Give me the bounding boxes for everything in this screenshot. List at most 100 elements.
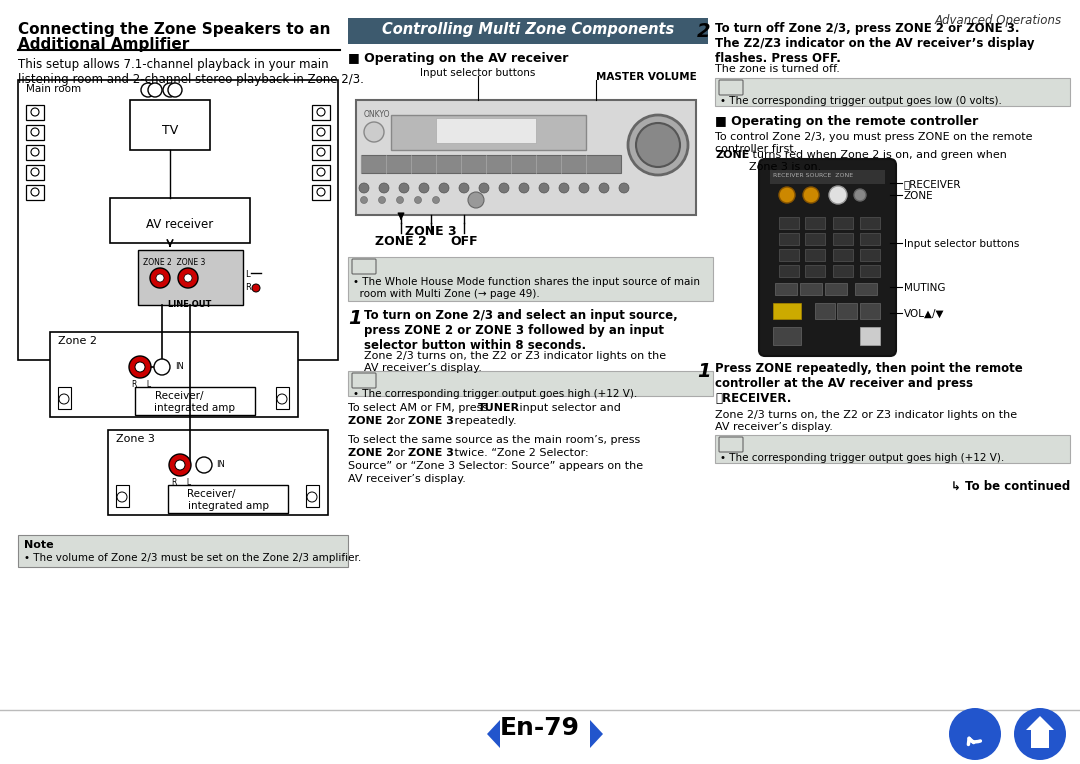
Bar	[348, 371, 713, 396]
Bar	[779, 265, 799, 277]
Circle shape	[579, 183, 589, 193]
Circle shape	[438, 183, 449, 193]
Text: RECEIVER SOURCE  ZONE: RECEIVER SOURCE ZONE	[773, 173, 853, 178]
Circle shape	[396, 196, 404, 203]
Text: ZONE 2: ZONE 2	[348, 416, 394, 426]
Text: Main room: Main room	[26, 84, 81, 94]
Circle shape	[175, 460, 185, 470]
Bar	[138, 250, 243, 305]
Polygon shape	[1026, 716, 1054, 748]
Circle shape	[148, 83, 162, 97]
Bar	[860, 233, 880, 245]
Bar	[26, 145, 44, 160]
Text: Press ZONE repeatedly, then point the remote
controller at the AV receiver and p: Press ZONE repeatedly, then point the re…	[715, 362, 1023, 405]
Circle shape	[31, 168, 39, 176]
Bar	[860, 327, 880, 345]
Text: Tip: Tip	[723, 440, 741, 450]
Bar	[779, 217, 799, 229]
Text: ZONE: ZONE	[715, 150, 750, 160]
Text: Zone 2: Zone 2	[58, 336, 97, 346]
Circle shape	[459, 183, 469, 193]
Bar	[361, 155, 621, 173]
Circle shape	[195, 457, 212, 473]
Bar	[276, 387, 289, 409]
Circle shape	[359, 183, 369, 193]
Bar	[805, 249, 825, 261]
Text: L: L	[245, 270, 249, 279]
Circle shape	[468, 192, 484, 208]
Bar	[26, 185, 44, 200]
Text: Connecting the Zone Speakers to an: Connecting the Zone Speakers to an	[18, 22, 330, 37]
Bar	[26, 165, 44, 180]
Circle shape	[31, 148, 39, 156]
Text: En-79: En-79	[500, 716, 580, 740]
Circle shape	[178, 268, 198, 288]
Text: Additional Amplifier: Additional Amplifier	[18, 37, 189, 52]
Text: Note: Note	[24, 540, 54, 550]
Bar	[26, 125, 44, 140]
Text: To select AM or FM, press: To select AM or FM, press	[348, 403, 491, 413]
Bar	[312, 165, 330, 180]
Bar	[860, 265, 880, 277]
Circle shape	[168, 454, 191, 476]
Text: repeatedly.: repeatedly.	[451, 416, 516, 426]
Text: AV receiver’s display.: AV receiver’s display.	[348, 474, 465, 484]
Text: ↳ To be continued: ↳ To be continued	[950, 480, 1070, 493]
Circle shape	[829, 186, 847, 204]
Text: IN: IN	[175, 362, 184, 371]
Bar	[860, 217, 880, 229]
Text: • The volume of Zone 2/3 must be set on the Zone 2/3 amplifier.: • The volume of Zone 2/3 must be set on …	[24, 553, 361, 563]
Circle shape	[156, 274, 164, 282]
Text: To turn off Zone 2/3, press ZONE 2 or ZONE 3.
The Z2/Z3 indicator on the AV rece: To turn off Zone 2/3, press ZONE 2 or ZO…	[715, 22, 1035, 65]
Bar	[815, 303, 835, 319]
Text: VOL▲/▼: VOL▲/▼	[904, 309, 945, 319]
Text: R    L: R L	[132, 380, 151, 389]
Bar	[130, 100, 210, 150]
Circle shape	[619, 183, 629, 193]
Text: LINE OUT: LINE OUT	[168, 300, 212, 309]
Text: • The corresponding trigger output goes low (0 volts).: • The corresponding trigger output goes …	[720, 96, 1002, 106]
Text: ZONE 3: ZONE 3	[408, 416, 454, 426]
FancyBboxPatch shape	[759, 159, 896, 356]
Bar	[356, 100, 696, 215]
Text: R    L: R L	[172, 478, 191, 487]
Text: • The corresponding trigger output goes high (+12 V).: • The corresponding trigger output goes …	[353, 389, 637, 399]
Bar	[108, 430, 328, 515]
FancyBboxPatch shape	[352, 373, 376, 388]
Text: MASTER VOLUME: MASTER VOLUME	[596, 72, 697, 82]
Text: Receiver/
integrated amp: Receiver/ integrated amp	[154, 391, 235, 413]
Bar	[312, 105, 330, 120]
Text: turns red when Zone 2 is on, and green when
Zone 3 is on.: turns red when Zone 2 is on, and green w…	[750, 150, 1007, 172]
Text: Input selector buttons: Input selector buttons	[420, 68, 536, 78]
Circle shape	[276, 394, 287, 404]
Bar	[135, 387, 255, 415]
Text: R: R	[245, 283, 251, 292]
Circle shape	[252, 284, 260, 292]
Bar	[773, 303, 801, 319]
Text: ■ Operating on the remote controller: ■ Operating on the remote controller	[715, 115, 978, 128]
Bar	[855, 283, 877, 295]
FancyBboxPatch shape	[352, 259, 376, 274]
Text: Receiver/
integrated amp: Receiver/ integrated amp	[188, 489, 269, 511]
Text: IN: IN	[216, 460, 225, 469]
Text: Source” or “Zone 3 Selector: Source” appears on the: Source” or “Zone 3 Selector: Source” app…	[348, 461, 643, 471]
FancyBboxPatch shape	[719, 80, 743, 95]
Circle shape	[31, 108, 39, 116]
Circle shape	[559, 183, 569, 193]
Bar	[779, 233, 799, 245]
Circle shape	[318, 188, 325, 196]
Text: ZONE 2: ZONE 2	[375, 235, 427, 248]
Bar	[779, 249, 799, 261]
Circle shape	[364, 122, 384, 142]
Text: To select the same source as the main room’s, press: To select the same source as the main ro…	[348, 435, 640, 445]
Circle shape	[636, 123, 680, 167]
Circle shape	[59, 394, 69, 404]
Text: ZONE 3: ZONE 3	[405, 225, 457, 238]
Text: The zone is turned off.: The zone is turned off.	[715, 64, 840, 74]
Bar	[18, 80, 338, 360]
Circle shape	[141, 83, 156, 97]
Text: MUTING: MUTING	[904, 283, 945, 293]
Circle shape	[539, 183, 549, 193]
Bar	[773, 327, 801, 345]
Bar	[770, 170, 885, 184]
